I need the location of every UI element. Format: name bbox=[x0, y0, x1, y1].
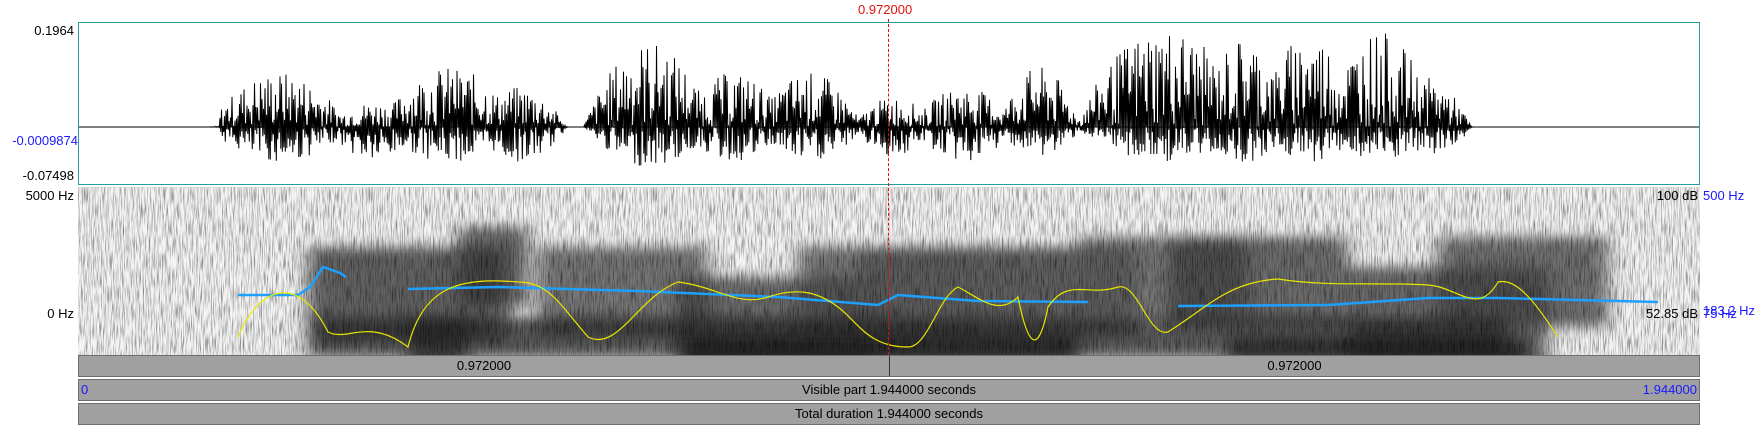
right-segment-label: 0.972000 bbox=[1267, 358, 1322, 373]
segment-bar: 0.972000 0.972000 bbox=[78, 355, 1700, 377]
waveform-plot bbox=[79, 33, 1699, 166]
spectrogram-panel[interactable] bbox=[78, 187, 1700, 355]
total-duration-bar[interactable]: Total duration 1.944000 seconds bbox=[78, 403, 1700, 425]
visible-part-bar[interactable]: 0 Visible part 1.944000 seconds 1.944000 bbox=[78, 379, 1700, 401]
spectrogram-plot bbox=[78, 187, 1700, 355]
intensity-top-label: 100 dB bbox=[1656, 188, 1698, 203]
waveform-min-label: -0.07498 bbox=[22, 168, 74, 183]
left-segment-label: 0.972000 bbox=[456, 358, 512, 373]
waveform-zero-label: -0.0009874 bbox=[12, 133, 78, 148]
waveform-max-label: 0.1964 bbox=[34, 23, 74, 38]
spectrogram-top-freq-label: 5000 Hz bbox=[25, 188, 74, 203]
cursor-time-label: 0.972000 bbox=[858, 2, 913, 17]
waveform-panel[interactable] bbox=[78, 22, 1700, 185]
right-segment-button[interactable]: 0.972000 bbox=[890, 356, 1699, 376]
pitch-bottom-label: 75 Hz bbox=[1703, 306, 1737, 321]
pitch-top-label: 500 Hz bbox=[1703, 188, 1745, 203]
total-duration-label: Total duration 1.944000 seconds bbox=[795, 406, 983, 421]
visible-end-label: 1.944000 bbox=[1642, 382, 1697, 397]
spectrogram-bottom-freq-label: 0 Hz bbox=[47, 306, 74, 321]
visible-part-label: Visible part 1.944000 seconds bbox=[802, 382, 976, 397]
cursor-line[interactable] bbox=[888, 19, 889, 355]
intensity-bottom-label: 52.85 dB bbox=[1645, 306, 1698, 321]
intensity-contour bbox=[237, 278, 1559, 349]
pitch-mid-label: 183.2 Hz bbox=[1703, 303, 1756, 318]
visible-start-label: 0 bbox=[81, 382, 89, 397]
left-segment-button[interactable]: 0.972000 bbox=[79, 356, 890, 376]
